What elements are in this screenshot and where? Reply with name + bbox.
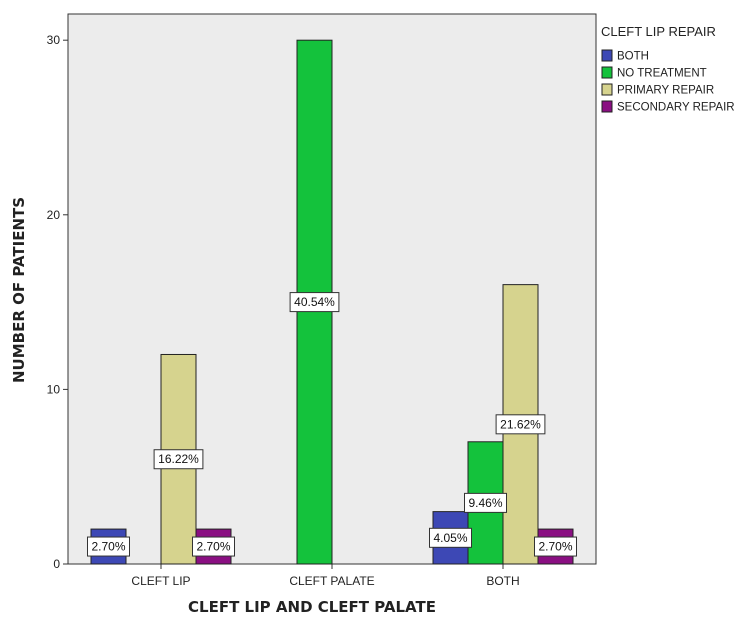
x-tick-label: CLEFT PALATE (289, 574, 374, 588)
data-label: 9.46% (468, 496, 502, 510)
data-labels-group: 2.70% 16.22% 2.70% 40.54% 4.05% 9.46% 21.62% 2.… (87, 292, 577, 557)
legend-swatch (601, 83, 613, 96)
data-label-box (495, 414, 546, 435)
y-tick-label: 30 (47, 33, 61, 47)
legend-title: CLEFT LIP REPAIR (601, 24, 716, 39)
data-label-box (192, 536, 235, 557)
data-label-box (153, 449, 204, 470)
x-axis-title: CLEFT LIP AND CLEFT PALATE (188, 598, 436, 616)
legend-item-label: PRIMARY REPAIR (617, 85, 714, 97)
data-label-box (534, 536, 577, 557)
data-label: 2.70% (91, 540, 125, 554)
data-label-box (429, 527, 472, 548)
legend: CLEFT LIP REPAIR BOTH NO TREATMENT PRIMARY… (601, 24, 735, 114)
data-label: 16.22% (158, 452, 199, 466)
data-label: 40.54% (294, 295, 335, 309)
data-label-box (87, 536, 130, 557)
x-tick-label: BOTH (486, 574, 519, 588)
x-axis: CLEFT LIP CLEFT PALATE BOTH (131, 564, 520, 588)
y-axis-title: NUMBER OF PATIENTS (10, 197, 28, 383)
data-label: 2.70% (196, 540, 230, 554)
data-label-box (289, 292, 340, 313)
legend-item-label: SECONDARY REPAIR (617, 102, 735, 114)
x-tick-label: CLEFT LIP (131, 574, 190, 588)
data-label: 21.62% (500, 417, 541, 431)
legend-item-label: BOTH (617, 51, 649, 63)
legend-swatch (601, 100, 613, 113)
y-tick-label: 0 (53, 557, 60, 571)
legend-swatch (601, 49, 613, 62)
y-tick-label: 20 (47, 208, 61, 222)
data-label-box (464, 492, 507, 513)
y-tick-label: 10 (47, 382, 61, 396)
y-axis: 0 10 20 30 (47, 33, 68, 571)
legend-swatch (601, 66, 613, 79)
data-label: 2.70% (538, 540, 572, 554)
legend-item-label: NO TREATMENT (617, 68, 707, 80)
data-label: 4.05% (433, 531, 467, 545)
